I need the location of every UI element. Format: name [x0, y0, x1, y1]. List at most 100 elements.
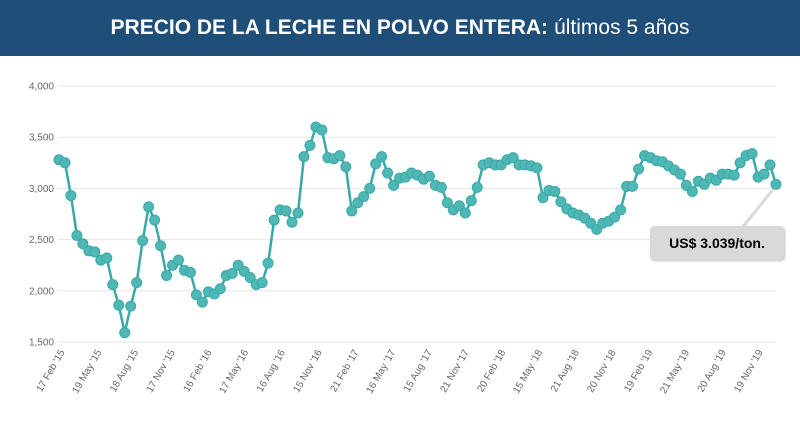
data-point [770, 178, 782, 190]
data-point [555, 196, 567, 208]
data-point [256, 277, 268, 289]
data-point [764, 159, 776, 171]
x-axis-ticks: 17 Feb '15 19 May '15 18 Aug '15 17 Nov '15… [35, 348, 766, 396]
data-point [728, 169, 740, 181]
data-point [441, 197, 453, 209]
data-point [346, 205, 358, 217]
y-tick-label: 3,000 [29, 184, 54, 195]
x-tick-label: 21 May '19 [658, 348, 692, 396]
data-point [149, 214, 161, 226]
x-tick-label: 15 May '18 [511, 348, 545, 396]
last-price-callout: US$ 3.039/ton. [650, 226, 784, 260]
data-point [280, 205, 292, 217]
data-point [298, 151, 310, 163]
data-point [507, 152, 519, 164]
x-tick-label: 16 May '17 [364, 348, 398, 396]
data-point [334, 150, 346, 162]
x-tick-label: 21 Feb '17 [328, 348, 361, 395]
chart-title: PRECIO DE LA LECHE EN POLVO ENTERA: [110, 16, 549, 39]
grid-lines [58, 85, 776, 343]
data-point [758, 168, 770, 180]
data-point [226, 267, 238, 279]
data-point [65, 190, 77, 202]
y-axis-ticks: 1,500 2,000 2,500 3,000 3,500 4,000 [29, 82, 54, 349]
data-point [459, 207, 471, 219]
data-point [268, 214, 280, 226]
data-point [746, 148, 758, 160]
data-point [214, 283, 226, 295]
data-point [71, 230, 83, 242]
x-tick-label: 19 May '15 [71, 348, 105, 396]
data-point [370, 158, 382, 170]
data-point [686, 185, 698, 197]
data-point [155, 240, 167, 252]
data-point [358, 191, 370, 203]
y-tick-label: 1,500 [29, 338, 54, 349]
x-tick-label: 20 Feb '18 [475, 348, 508, 395]
x-tick-label: 20 Nov '18 [585, 348, 618, 395]
data-point [364, 182, 376, 194]
data-point [59, 157, 71, 169]
data-point [196, 296, 208, 308]
data-point [161, 269, 173, 281]
data-point [173, 254, 184, 266]
y-tick-label: 2,000 [29, 286, 54, 297]
last-price-callout-text: US$ 3.039/ton. [669, 235, 765, 251]
data-point [77, 238, 89, 250]
data-point [627, 180, 639, 192]
data-point [107, 279, 119, 291]
data-point [615, 204, 627, 216]
data-point [734, 157, 746, 169]
data-point [465, 195, 477, 207]
data-point [633, 163, 645, 175]
data-point [137, 235, 149, 247]
data-point [388, 179, 400, 191]
data-point [131, 277, 143, 289]
y-tick-label: 4,000 [29, 82, 54, 93]
x-tick-label: 15 Aug '17 [402, 348, 435, 395]
data-point [674, 168, 686, 180]
data-point [190, 289, 202, 301]
data-point [609, 211, 621, 223]
x-tick-label: 17 Nov '15 [145, 348, 178, 395]
data-point [143, 201, 155, 213]
data-point [304, 139, 316, 151]
data-point [453, 200, 465, 212]
chart-subtitle: últimos 5 años [554, 16, 690, 39]
x-tick-label: 15 Nov '16 [291, 348, 324, 395]
data-point [376, 151, 388, 163]
x-tick-label: 21 Nov '17 [438, 348, 471, 395]
data-point [286, 216, 298, 228]
data-point [125, 300, 137, 312]
data-point [549, 185, 561, 197]
price-line-chart: 1,500 2,000 2,500 3,000 3,500 4,000 17 Feb '1… [29, 82, 782, 396]
data-point [184, 266, 196, 278]
data-point [316, 124, 328, 136]
data-point [113, 299, 125, 311]
price-series-markers [53, 121, 782, 339]
data-point [471, 181, 483, 193]
data-point [89, 246, 101, 258]
data-point [292, 207, 304, 219]
data-point [382, 167, 394, 179]
data-point [531, 162, 543, 174]
data-point [340, 161, 352, 173]
y-tick-label: 3,500 [29, 133, 54, 144]
y-tick-label: 2,500 [29, 235, 54, 246]
data-point [262, 257, 274, 269]
x-tick-label: 21 Aug '18 [549, 348, 582, 395]
data-point [119, 327, 131, 339]
x-tick-label: 18 Aug '15 [108, 348, 141, 395]
callout-pointer [740, 188, 775, 229]
data-point [244, 271, 256, 283]
x-tick-label: 19 Nov '19 [732, 348, 765, 395]
data-point [537, 192, 549, 204]
x-tick-label: 17 May '16 [217, 348, 251, 396]
x-tick-label: 17 Feb '15 [35, 348, 68, 395]
data-point [435, 181, 447, 193]
x-tick-label: 16 Feb '16 [182, 348, 215, 395]
chart-title-banner: PRECIO DE LA LECHE EN POLVO ENTERA: últi… [0, 0, 800, 56]
x-tick-label: 20 Aug '19 [696, 348, 729, 395]
data-point [101, 252, 113, 264]
x-tick-label: 16 Aug '16 [255, 348, 288, 395]
